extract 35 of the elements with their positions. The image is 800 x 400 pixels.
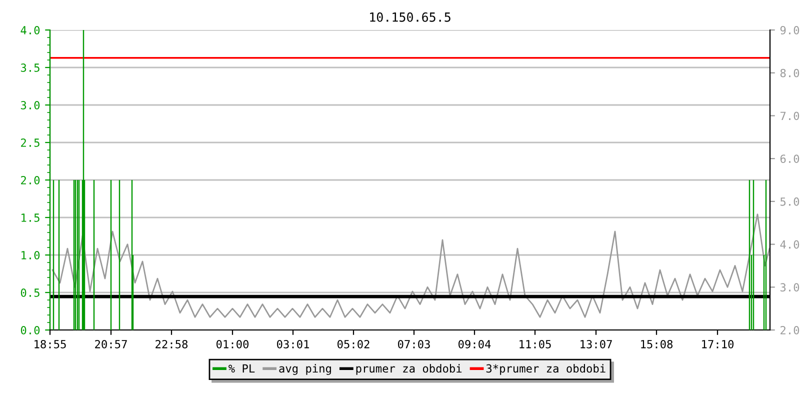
x-tick-label: 20:57	[95, 340, 127, 348]
legend-label: % PL	[228, 364, 255, 372]
x-tick-label: 11:05	[520, 340, 551, 348]
x-tick-label: 07:03	[398, 340, 430, 348]
legend-label: 3*prumer za obdobi	[486, 364, 606, 375]
y-tick-label: 2.5	[21, 138, 40, 147]
x-tick-label: 18:55	[34, 340, 66, 348]
x-tick-label: 09:04	[458, 340, 491, 348]
y2-tick-label: 4.0	[780, 240, 800, 249]
legend-label: avg ping	[279, 364, 331, 375]
y2-tick-label: 8.0	[780, 68, 800, 78]
y-tick-label: 3.5	[20, 64, 40, 72]
y-tick-label: 2.0	[21, 176, 40, 184]
x-tick-label: 22:58	[156, 340, 188, 348]
y2-tick-label: 2.0	[780, 326, 800, 334]
y-tick-label: 1.0	[22, 251, 40, 260]
x-tick-label: 01:00	[216, 340, 249, 348]
y-tick-label: 0.5	[20, 288, 40, 297]
x-tick-label: 03:01	[277, 340, 309, 348]
chart-title: 10.150.65.5	[370, 12, 450, 22]
y2-tick-label: 7.0	[780, 112, 800, 120]
line-series	[52, 214, 770, 318]
y-tick-label: 4.0	[20, 26, 40, 34]
x-tick-label: 13:07	[580, 340, 612, 348]
y2-tick-label: 9.0	[780, 26, 800, 34]
y-tick-label: 0.0	[20, 326, 40, 334]
y2-tick-label: 3.0	[780, 283, 800, 292]
y-tick-label: 3.0	[20, 101, 40, 110]
y2-tick-label: 5.0	[780, 197, 800, 206]
legend-label: prumer za obdobi	[356, 364, 462, 375]
x-tick-label: 15:08	[641, 340, 673, 348]
x-tick-label: 17:10	[702, 340, 734, 348]
x-tick-label: 05:02	[338, 340, 370, 348]
y-tick-label: 1.5	[22, 214, 40, 222]
y2-tick-label: 6.0	[780, 154, 800, 163]
